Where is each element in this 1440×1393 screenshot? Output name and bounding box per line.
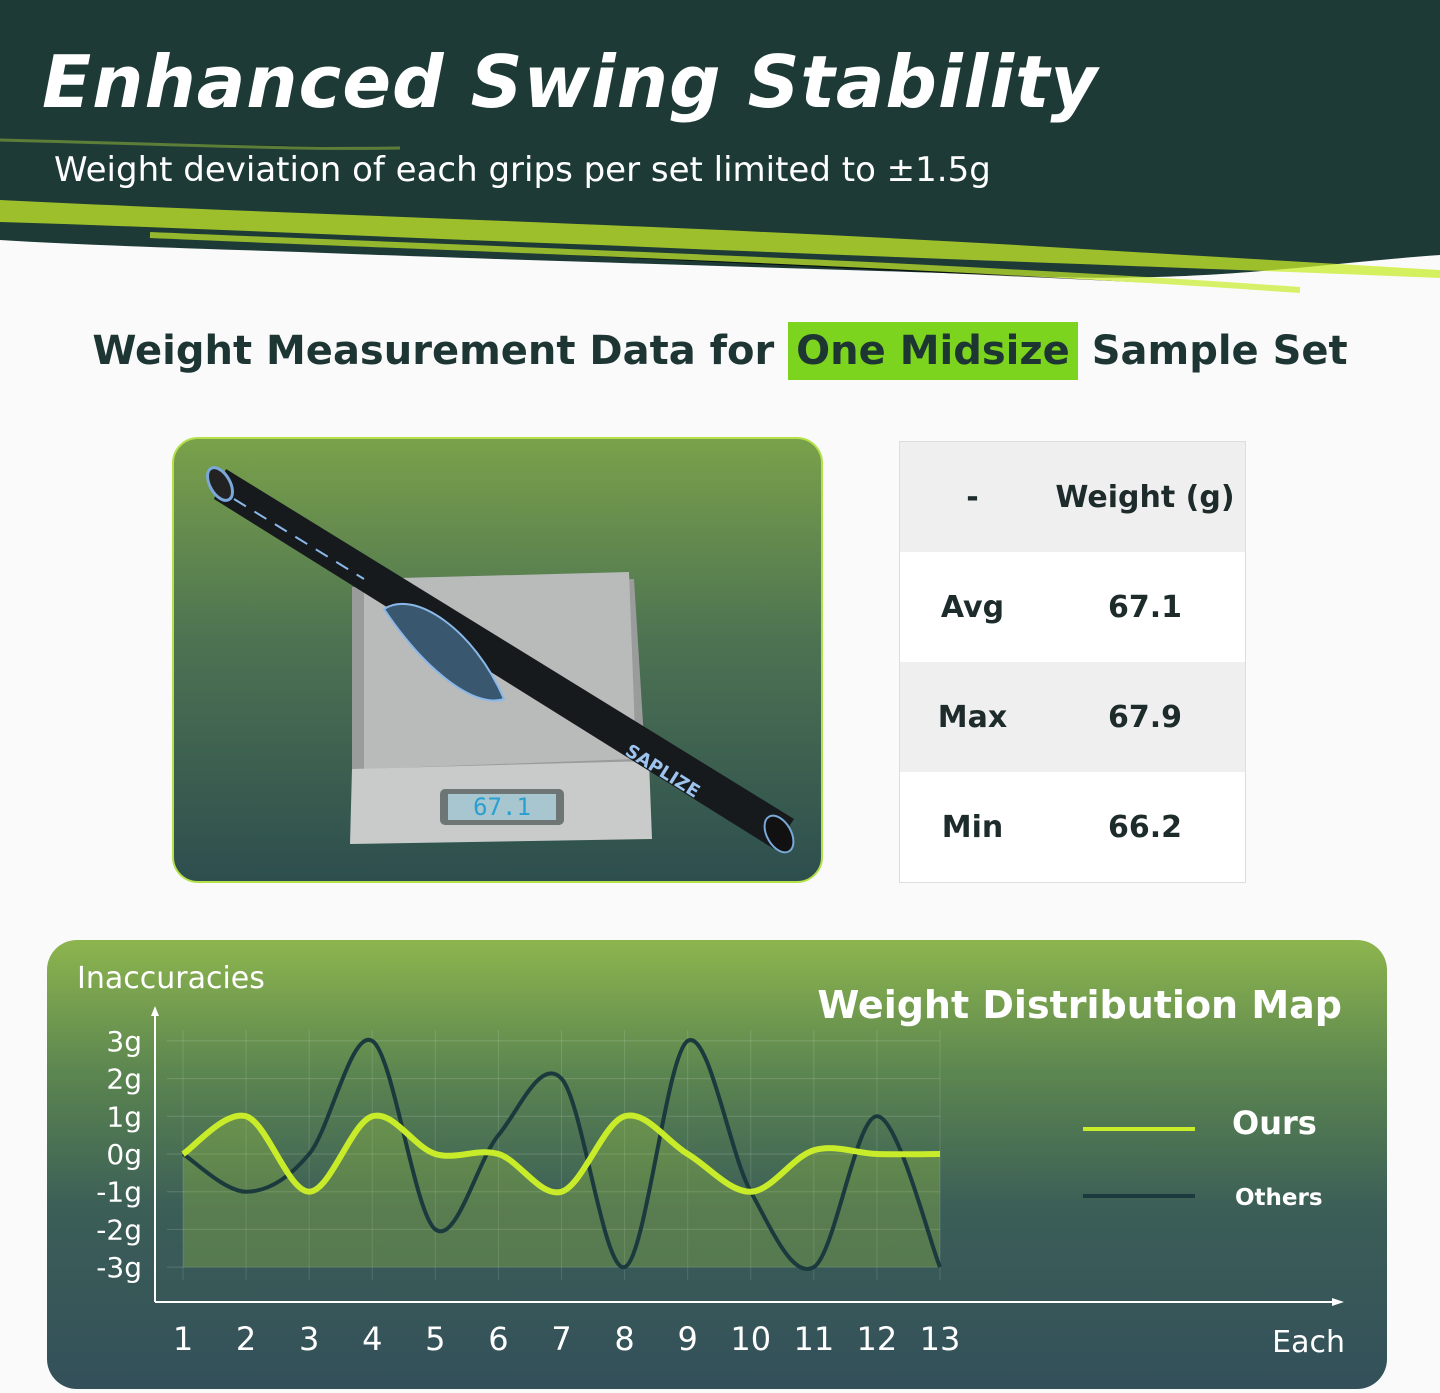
x-axis-label: Each [1272,1325,1345,1360]
y-tick-label: -1g [96,1176,142,1209]
page-title: Enhanced Swing Stability [42,40,1099,124]
x-tick-label: 12 [857,1320,898,1358]
section-heading: Weight Measurement Data for One Midsize … [0,322,1440,380]
x-axis-arrow [1332,1298,1344,1306]
heading-text-end: Sample Set [1077,328,1348,374]
y-tick-label: 1g [106,1100,142,1133]
legend-label-others: Others [1235,1185,1323,1211]
table-header: - Weight (g) [900,442,1245,552]
x-tick-label: 7 [551,1320,571,1358]
y-tick-label: 3g [106,1025,142,1058]
weight-distribution-chart: Inaccuracies Weight Distribution Map Eac… [47,940,1387,1389]
x-tick-label: 2 [236,1320,256,1358]
y-tick-label: 0g [106,1138,142,1171]
x-tick-label: 5 [425,1320,445,1358]
y-axis-label: Inaccuracies [77,961,265,996]
y-tick-label: -2g [96,1213,142,1246]
chart-title: Weight Distribution Map [817,983,1342,1027]
heading-highlight: One Midsize [788,322,1078,380]
ours-area [183,1115,940,1268]
y-tick-label: 2g [106,1063,142,1096]
header-cell: - [966,479,979,515]
row-label: Avg [940,589,1005,625]
header-banner [0,0,1440,293]
row-label: Min [941,809,1004,845]
legend-label-ours: Ours [1232,1104,1317,1142]
y-tick-label: -3g [96,1251,142,1284]
y-axis-arrow [151,1006,159,1016]
scale-display: 67.1 [473,793,531,821]
row-value: 67.1 [1107,589,1183,625]
header-cell: Weight (g) [1055,479,1235,515]
table-row: Avg 67.1 [900,552,1245,662]
series-line-others [181,1037,942,1271]
grip-image [206,466,795,854]
weight-table: - Weight (g) Avg 67.1 Max 67.9 Min 66.2 [899,441,1246,883]
product-photo: 67.1 SAPLIZE [172,437,823,883]
row-label: Max [937,699,1008,735]
page-subtitle: Weight deviation of each grips per set l… [54,150,991,190]
table-row: Max 67.9 [900,662,1245,772]
series-line-ours [181,1112,941,1196]
x-tick-label: 6 [488,1320,508,1358]
x-tick-label: 1 [173,1320,193,1358]
x-tick-label: 13 [920,1320,961,1358]
table-row: Min 66.2 [900,772,1245,882]
heading-text: Weight Measurement Data for [92,328,789,374]
x-tick-label: 4 [362,1320,382,1358]
x-tick-label: 10 [730,1320,771,1358]
x-tick-label: 9 [677,1320,697,1358]
row-value: 66.2 [1107,809,1183,845]
x-tick-label: 8 [614,1320,634,1358]
row-value: 67.9 [1107,699,1183,735]
x-tick-label: 11 [793,1320,834,1358]
x-tick-label: 3 [299,1320,319,1358]
